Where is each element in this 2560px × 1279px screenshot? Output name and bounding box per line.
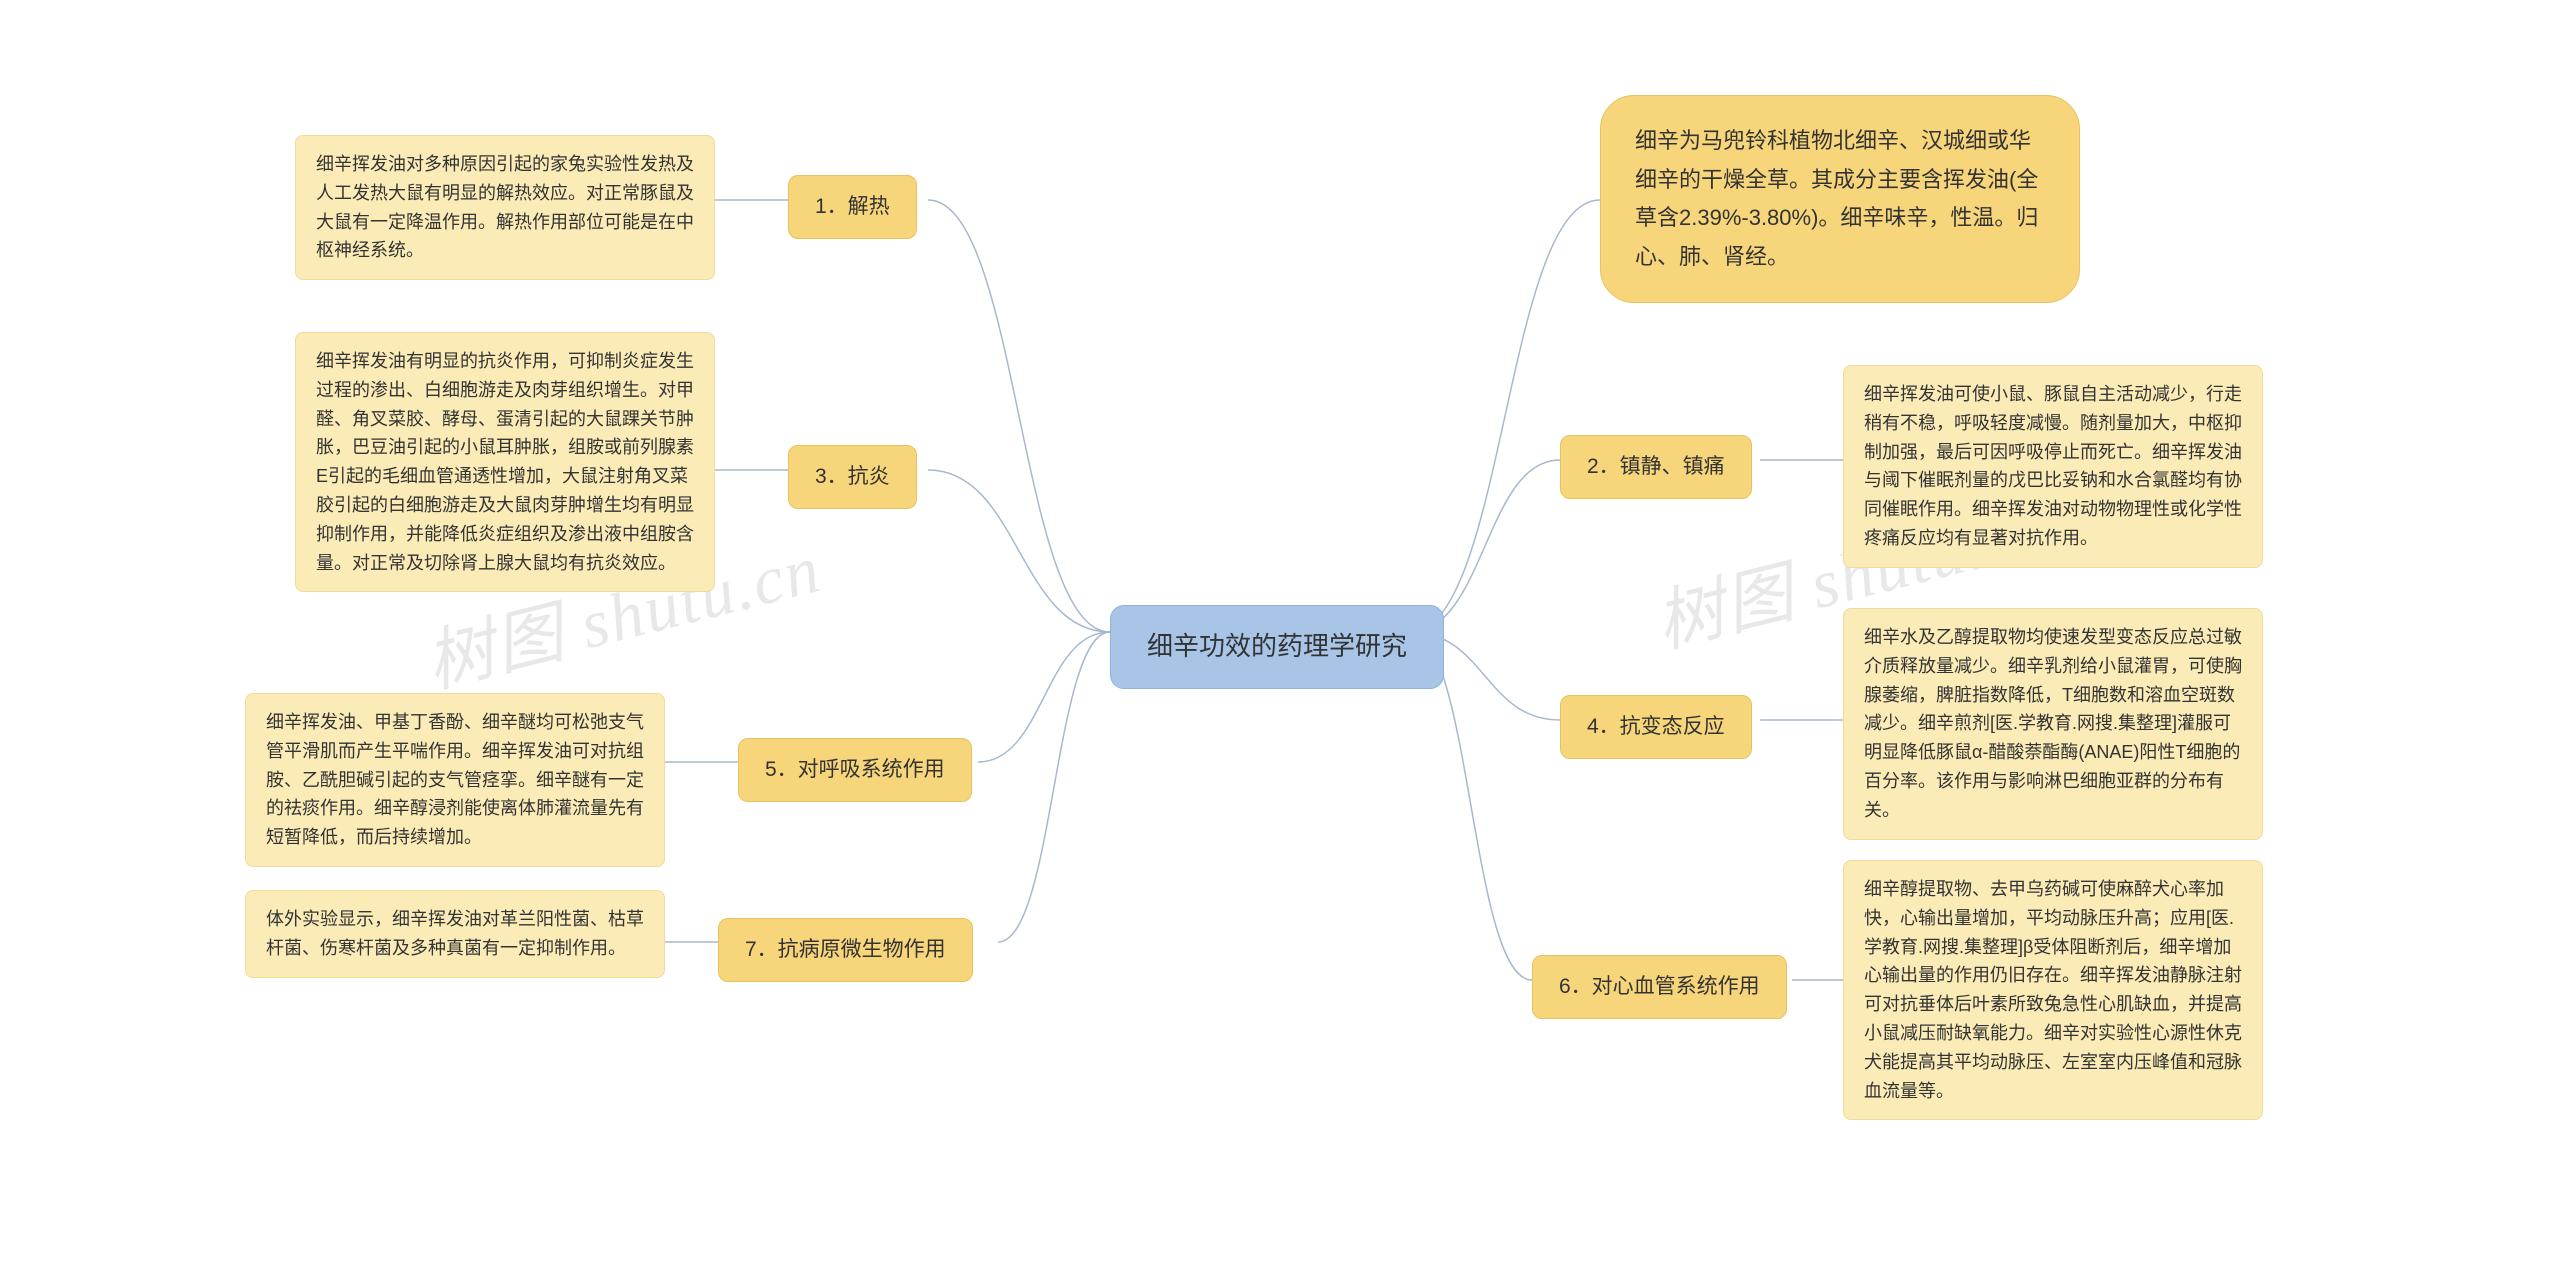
leaf-1: 细辛挥发油对多种原因引起的家兔实验性发热及人工发热大鼠有明显的解热效应。对正常豚… <box>295 135 715 280</box>
leaf-7: 体外实验显示，细辛挥发油对革兰阳性菌、枯草杆菌、伤寒杆菌及多种真菌有一定抑制作用… <box>245 890 665 978</box>
leaf-6: 细辛醇提取物、去甲乌药碱可使麻醉犬心率加快，心输出量增加，平均动脉压升高；应用[… <box>1843 860 2263 1120</box>
leaf-3: 细辛挥发油有明显的抗炎作用，可抑制炎症发生过程的渗出、白细胞游走及肉芽组织增生。… <box>295 332 715 592</box>
branch-1[interactable]: 1．解热 <box>788 175 917 239</box>
branch-3[interactable]: 3．抗炎 <box>788 445 917 509</box>
leaf-5: 细辛挥发油、甲基丁香酚、细辛醚均可松弛支气管平滑肌而产生平喘作用。细辛挥发油可对… <box>245 693 665 867</box>
leaf-2: 细辛挥发油可使小鼠、豚鼠自主活动减少，行走稍有不稳，呼吸轻度减慢。随剂量加大，中… <box>1843 365 2263 568</box>
branch-5[interactable]: 5．对呼吸系统作用 <box>738 738 972 802</box>
leaf-4: 细辛水及乙醇提取物均使速发型变态反应总过敏介质释放量减少。细辛乳剂给小鼠灌胃，可… <box>1843 608 2263 840</box>
branch-2[interactable]: 2．镇静、镇痛 <box>1560 435 1752 499</box>
branch-6[interactable]: 6．对心血管系统作用 <box>1532 955 1787 1019</box>
branch-7[interactable]: 7．抗病原微生物作用 <box>718 918 973 982</box>
center-node[interactable]: 细辛功效的药理学研究 <box>1110 605 1444 689</box>
intro-node[interactable]: 细辛为马兜铃科植物北细辛、汉城细或华细辛的干燥全草。其成分主要含挥发油(全草含2… <box>1600 95 2080 303</box>
branch-4[interactable]: 4．抗变态反应 <box>1560 695 1752 759</box>
